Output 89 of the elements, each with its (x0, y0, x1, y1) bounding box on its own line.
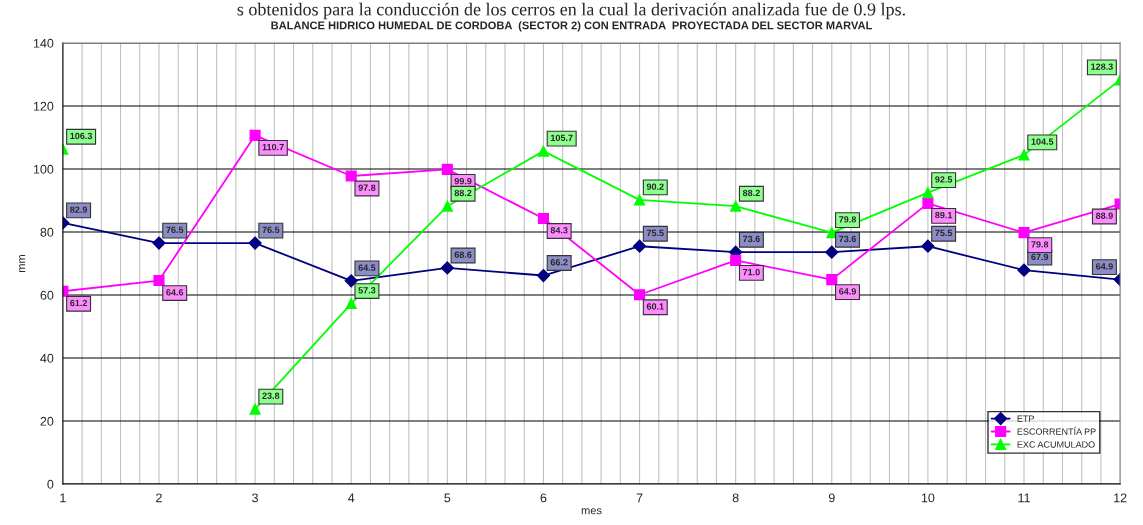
data-label: 84.3 (550, 227, 568, 234)
point (248, 236, 262, 250)
y-axis-title: mm (19, 255, 26, 273)
point (441, 163, 453, 175)
point (922, 187, 934, 199)
x-tick-label: 9 (828, 493, 835, 503)
data-label: 99.9 (454, 177, 472, 185)
data-label: 64.6 (166, 289, 184, 296)
legend-label: ESCORRENTÍA PP (1017, 426, 1096, 435)
data-label: 106.3 (70, 132, 93, 140)
point (440, 261, 454, 275)
point (632, 239, 647, 253)
point (730, 200, 742, 212)
x-tick-label: 10 (921, 493, 935, 503)
point (152, 236, 166, 250)
x-axis-title: mes (581, 508, 602, 515)
point (249, 403, 261, 415)
point (826, 274, 838, 286)
data-label: 60.1 (646, 303, 664, 310)
x-tick-label: 1 (60, 493, 66, 503)
point (825, 245, 839, 259)
point (921, 239, 935, 253)
x-tick-label: 7 (636, 493, 643, 503)
point (153, 275, 165, 287)
data-label: 82.9 (70, 206, 88, 213)
legend-label: ETP (1017, 415, 1034, 422)
data-label: 61.2 (70, 299, 88, 307)
data-label: 89.1 (935, 211, 953, 219)
x-tick-label: 6 (540, 493, 547, 503)
y-tick-label: 140 (33, 38, 54, 48)
y-tick-label: 60 (40, 290, 54, 300)
y-tick-label: 0 (47, 479, 54, 489)
text: s obtenidos para la conducción de los cerros en la cual la derivación analizada fue de 0.9 lps. (237, 2, 905, 20)
x-tick-label: 5 (444, 493, 451, 503)
point (441, 200, 453, 212)
x-tick-label: 12 (1114, 493, 1127, 503)
point (1018, 227, 1030, 239)
point (345, 170, 357, 182)
data-label: 104.5 (1031, 138, 1054, 145)
data-label: 75.5 (646, 229, 664, 237)
y-tick-label: 80 (40, 227, 54, 237)
data-label: 76.5 (262, 226, 280, 233)
point (730, 254, 742, 266)
data-label: 64.9 (839, 288, 856, 295)
chart-title: BALANCE HIDRICO HUMEDAL DE CORDOBA (SECTOR 2) CON ENTRADA PROYECTADA DEL SECTOR MARVAL (271, 21, 873, 32)
data-label: 64.9 (1095, 263, 1113, 270)
data-label: 88.2 (454, 189, 472, 197)
data-label: 68.6 (454, 251, 472, 258)
data-label: 23.8 (262, 392, 280, 400)
y-tick-label: 40 (40, 353, 54, 363)
data-label: 128.3 (1091, 63, 1113, 70)
x-tick-label: 2 (156, 493, 162, 503)
data-label: 67.9 (1031, 253, 1049, 261)
data-label: 97.8 (358, 184, 376, 191)
data-label: 66.2 (550, 259, 568, 266)
x-tick-label: 11 (1018, 493, 1030, 503)
data-label: 105.7 (550, 134, 573, 142)
point (345, 297, 357, 310)
data-label: 88.9 (1095, 212, 1113, 219)
point (1018, 149, 1030, 161)
data-label: 71.0 (743, 268, 760, 276)
point (249, 129, 261, 141)
point (922, 197, 934, 209)
data-label: 79.8 (839, 216, 857, 223)
y-tick-label: 20 (40, 416, 54, 426)
data-label: 64.5 (358, 264, 376, 271)
y-tick-label: 100 (33, 164, 54, 174)
point (634, 289, 646, 301)
x-tick-label: 4 (348, 493, 355, 503)
data-label: 73.6 (839, 235, 856, 243)
data-label: 110.7 (262, 143, 284, 151)
point (634, 194, 646, 206)
x-tick-label: 3 (252, 493, 259, 503)
point (537, 212, 550, 225)
data-label: 57.3 (358, 287, 376, 294)
data-label: 90.2 (646, 183, 664, 190)
data-label: 79.8 (1031, 241, 1049, 248)
y-tick-label: 120 (33, 101, 54, 111)
point (537, 145, 550, 157)
data-label: 73.6 (743, 235, 760, 243)
point (1017, 263, 1031, 277)
legend-label: EXC ACUMULADO (1017, 441, 1095, 448)
x-tick-label: 8 (732, 493, 739, 503)
data-label: 92.5 (935, 176, 953, 183)
point (344, 274, 358, 288)
data-label: 76.5 (166, 226, 184, 233)
data-label: 75.5 (935, 229, 953, 237)
point (536, 268, 551, 283)
data-label: 88.2 (742, 189, 760, 197)
